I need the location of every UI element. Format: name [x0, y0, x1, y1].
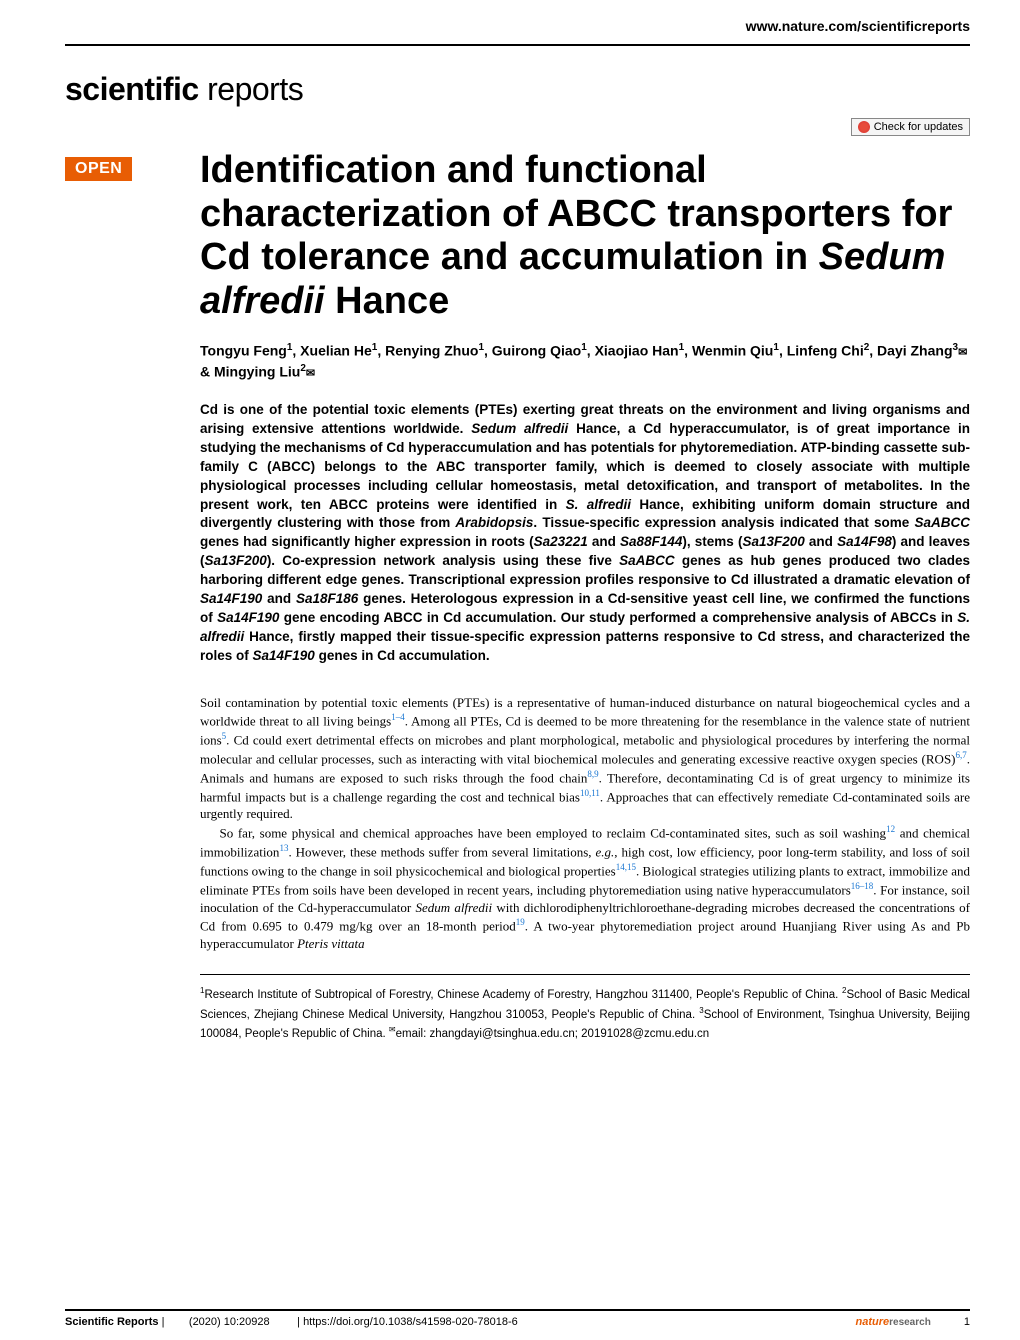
footer-left: Scientific Reports | (2020) 10:20928 | h… — [65, 1316, 518, 1328]
abstract: Cd is one of the potential toxic element… — [200, 401, 970, 665]
title-end: Hance — [325, 280, 450, 322]
footer-right: natureresearch 1 — [855, 1316, 970, 1328]
logo-part2: reports — [199, 71, 303, 107]
footer-page-number: 1 — [964, 1316, 970, 1328]
authors: Tongyu Feng1, Xuelian He1, Renying Zhuo1… — [200, 340, 970, 383]
footer-citation: (2020) 10:20928 — [189, 1316, 270, 1328]
nature-word: nature — [855, 1316, 889, 1328]
crossmark-icon — [858, 121, 870, 133]
affiliations-rule — [200, 974, 970, 975]
check-updates-area: Check for updates — [0, 118, 1020, 144]
content-area: OPEN Identification and functional chara… — [0, 149, 1020, 1043]
right-column: Identification and functional characteri… — [200, 149, 970, 1043]
footer-nature-logo: natureresearch — [855, 1316, 933, 1328]
footer-row: Scientific Reports | (2020) 10:20928 | h… — [65, 1316, 970, 1328]
open-access-badge: OPEN — [65, 157, 132, 181]
left-column: OPEN — [65, 149, 200, 1043]
body-para-1: Soil contamination by potential toxic el… — [200, 694, 970, 823]
body-text: Soil contamination by potential toxic el… — [200, 694, 970, 953]
footer-journal: Scientific Reports — [65, 1316, 159, 1328]
journal-logo: scientific reports — [0, 46, 1020, 118]
logo-part1: scientific — [65, 71, 199, 107]
check-updates-button[interactable]: Check for updates — [851, 118, 970, 136]
body-para-2: So far, some physical and chemical appro… — [200, 823, 970, 952]
header-url: www.nature.com/scientificreports — [0, 0, 1020, 44]
page-footer: Scientific Reports | (2020) 10:20928 | h… — [65, 1309, 970, 1328]
footer-rule — [65, 1309, 970, 1311]
research-word: research — [889, 1317, 931, 1328]
footer-doi: https://doi.org/10.1038/s41598-020-78018… — [303, 1316, 518, 1328]
check-updates-label: Check for updates — [874, 121, 963, 133]
affiliations: 1Research Institute of Subtropical of Fo… — [200, 985, 970, 1042]
article-title: Identification and functional characteri… — [200, 149, 970, 324]
